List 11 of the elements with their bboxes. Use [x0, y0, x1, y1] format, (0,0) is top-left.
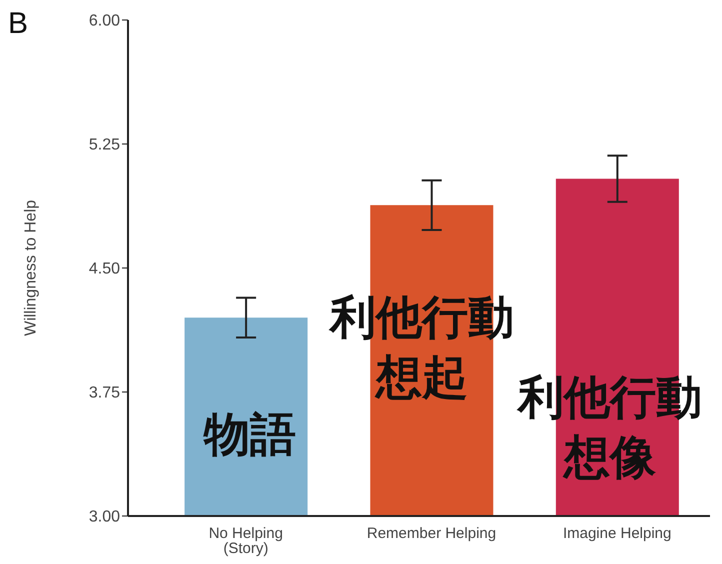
- x-tick-label: No Helping (Story): [208, 525, 283, 557]
- y-tick-label: 5.25: [88, 136, 120, 154]
- y-tick-label: 4.50: [88, 260, 120, 278]
- text: B: [8, 6, 30, 42]
- y-axis-title: Willingness to Help: [22, 200, 40, 336]
- x-tick-label: Remember Helping: [366, 525, 496, 542]
- y-tick-label: 6.00: [88, 12, 120, 30]
- y-tick-label: 3.00: [88, 508, 120, 526]
- x-tick-label: Imagine Helping: [562, 525, 672, 542]
- y-tick-label: 3.75: [88, 384, 120, 402]
- annotation: 物語: [202, 407, 297, 462]
